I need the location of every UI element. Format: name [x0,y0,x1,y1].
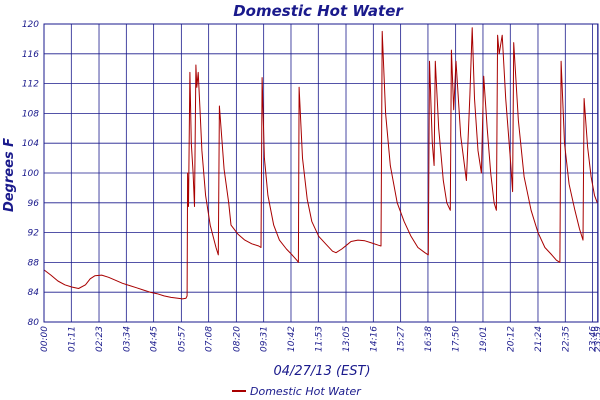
y-tick-label: 100 [22,169,39,179]
x-tick-label: 11:53 [314,326,324,352]
x-tick-label: 02:23 [95,326,105,352]
legend: Domestic Hot Water [232,385,362,398]
y-tick-label: 112 [22,80,39,90]
x-tick-label: 14:16 [369,326,379,352]
y-tick-label: 80 [28,318,40,328]
x-tick-label: 04:45 [150,326,160,352]
x-tick-label: 22:35 [561,326,571,352]
x-tick-label: 16:38 [424,326,434,352]
x-tick-label: 05:57 [177,326,187,352]
y-tick-label: 88 [28,258,40,268]
x-tick-label: 21:24 [534,326,544,352]
x-tick-label: 17:50 [452,326,462,352]
x-tick-label: 08:20 [232,326,242,352]
series-line-domestic-hot-water [43,27,598,300]
x-tick-label: 23:59 [594,326,600,352]
plot-frame [43,23,599,323]
y-tick-label: 92 [28,229,40,239]
y-tick-label: 84 [28,288,40,298]
x-tick-label: 13:05 [342,326,352,352]
y-tick-label: 96 [28,199,40,209]
x-axis-label: 04/27/13 (EST) [273,364,370,379]
y-tick-label: 120 [22,20,39,30]
chart-title: Domestic Hot Water [233,2,404,20]
x-tick-label: 00:00 [40,326,50,352]
legend-label: Domestic Hot Water [250,385,362,398]
x-tick-labels: 00:00 01:11 02:23 03:34 04:45 05:57 07:08 08:20… [40,326,600,352]
x-tick-label: 07:08 [205,326,215,352]
y-axis-label: Degrees F [2,138,17,212]
y-tick-label: 116 [22,50,39,60]
y-tick-label: 108 [22,109,39,119]
x-tick-label: 23:46 [589,326,599,352]
y-tick-labels: 80 84 88 92 96 100 104 108 112 116 120 [22,20,39,328]
x-tick-label: 15:27 [397,326,407,352]
x-tick-label: 20:12 [506,326,516,352]
x-tick-label: 10:42 [287,326,297,352]
x-tick-label: 09:31 [260,326,270,352]
x-tick-label: 03:34 [122,326,132,352]
x-tick-label: 01:11 [67,326,77,352]
y-tick-label: 104 [22,139,39,149]
x-tick-label: 19:01 [479,326,489,352]
